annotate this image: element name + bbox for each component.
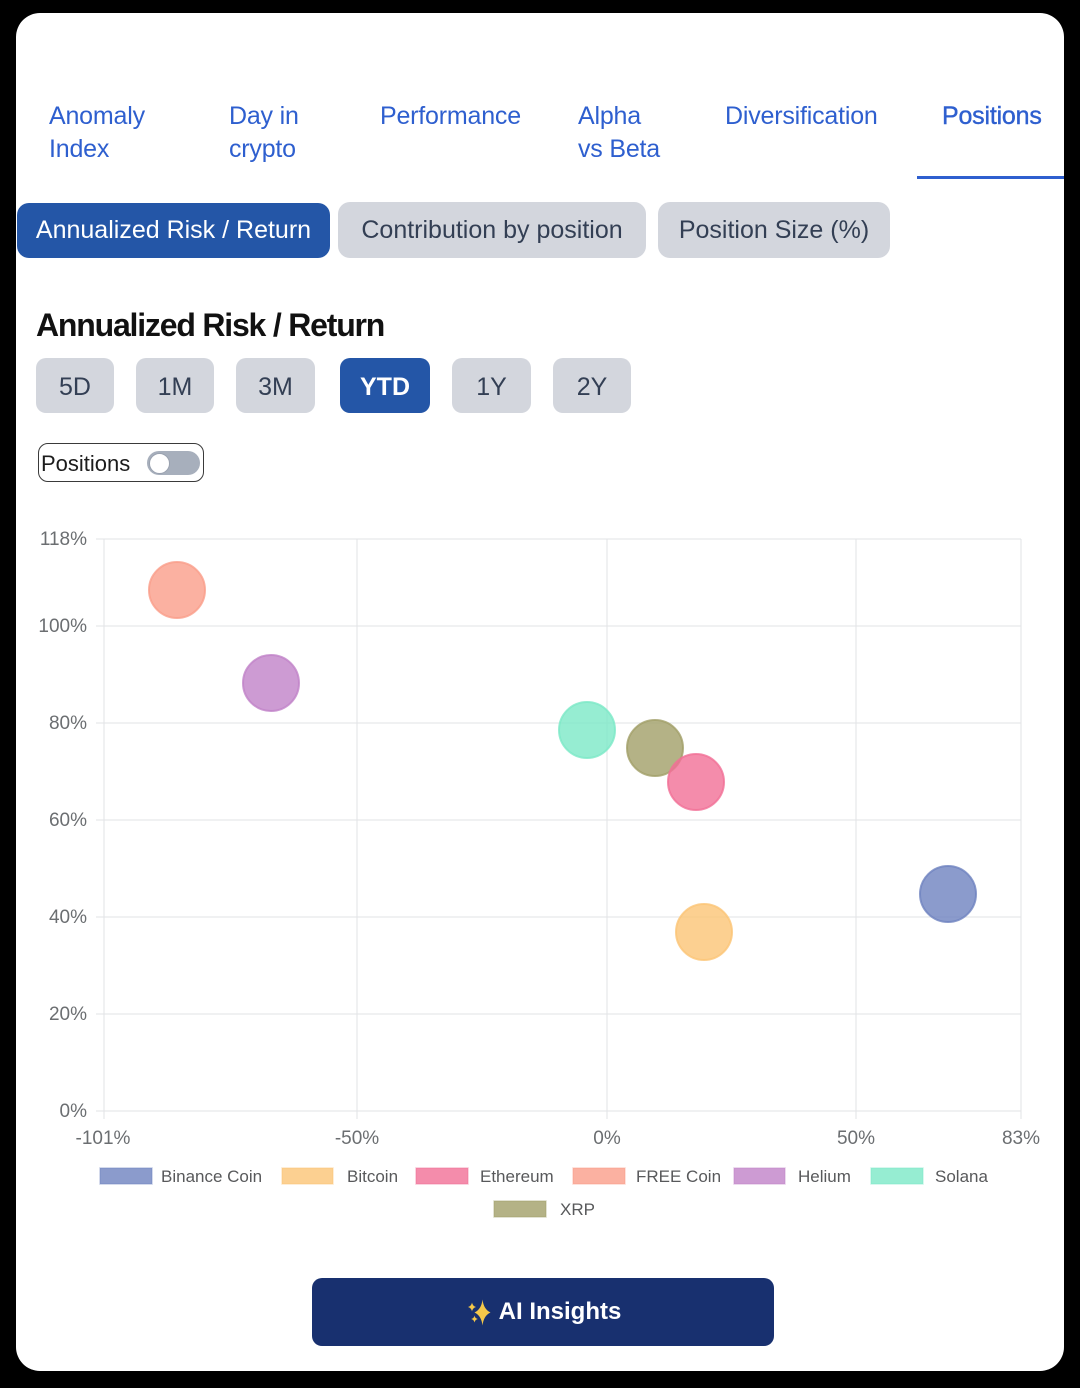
svg-text:0%: 0% bbox=[593, 1128, 621, 1149]
svg-text:-50%: -50% bbox=[335, 1128, 379, 1149]
svg-text:20%: 20% bbox=[49, 1004, 87, 1025]
svg-text:FREE Coin: FREE Coin bbox=[636, 1167, 721, 1186]
svg-text:Helium: Helium bbox=[798, 1167, 851, 1186]
svg-text:118%: 118% bbox=[40, 529, 87, 550]
svg-text:80%: 80% bbox=[49, 713, 87, 734]
svg-text:60%: 60% bbox=[49, 810, 87, 831]
svg-text:Solana: Solana bbox=[935, 1167, 988, 1186]
svg-text:100%: 100% bbox=[38, 616, 87, 637]
svg-text:83%: 83% bbox=[1002, 1128, 1040, 1149]
svg-text:Bitcoin: Bitcoin bbox=[347, 1167, 398, 1186]
svg-text:0%: 0% bbox=[60, 1101, 88, 1122]
svg-text:Ethereum: Ethereum bbox=[480, 1167, 554, 1186]
svg-text:Binance Coin: Binance Coin bbox=[161, 1167, 262, 1186]
svg-text:XRP: XRP bbox=[560, 1200, 595, 1219]
svg-text:-101%: -101% bbox=[76, 1128, 131, 1149]
svg-text:50%: 50% bbox=[837, 1128, 875, 1149]
svg-text:40%: 40% bbox=[49, 907, 87, 928]
